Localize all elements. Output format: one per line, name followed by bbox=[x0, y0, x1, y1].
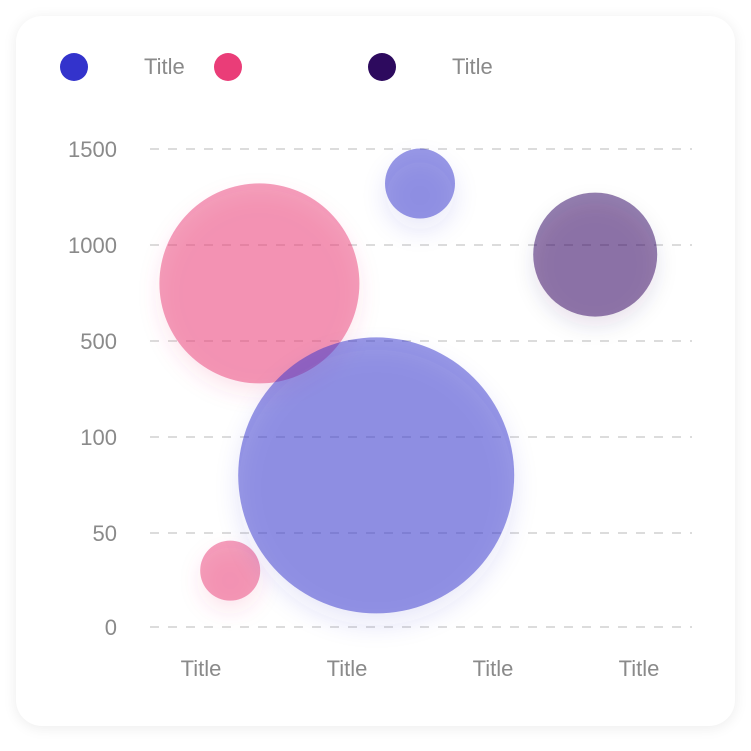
bubble[interactable] bbox=[200, 540, 261, 601]
y-tick-label: 100 bbox=[80, 425, 117, 450]
bubbles bbox=[159, 148, 658, 614]
bubble[interactable] bbox=[238, 337, 515, 614]
y-tick-label: 0 bbox=[105, 615, 117, 640]
y-tick-label: 50 bbox=[93, 521, 117, 546]
legend: Title Title bbox=[0, 0, 751, 130]
x-tick-label: Title bbox=[181, 656, 222, 681]
x-axis-ticks: Title Title Title Title bbox=[181, 656, 660, 681]
x-tick-label: Title bbox=[473, 656, 514, 681]
legend-dot-blue bbox=[60, 53, 88, 81]
x-tick-label: Title bbox=[619, 656, 660, 681]
bubble[interactable] bbox=[159, 183, 360, 384]
legend-label-3: Title bbox=[452, 54, 493, 79]
legend-dot-purple bbox=[368, 53, 396, 81]
y-tick-label: 500 bbox=[80, 329, 117, 354]
y-tick-label: 1000 bbox=[68, 233, 117, 258]
x-tick-label: Title bbox=[327, 656, 368, 681]
legend-label-1: Title bbox=[144, 54, 185, 79]
y-tick-label: 1500 bbox=[68, 137, 117, 162]
bubble[interactable] bbox=[385, 148, 455, 219]
bubble[interactable] bbox=[533, 192, 658, 317]
legend-dot-pink bbox=[214, 53, 242, 81]
